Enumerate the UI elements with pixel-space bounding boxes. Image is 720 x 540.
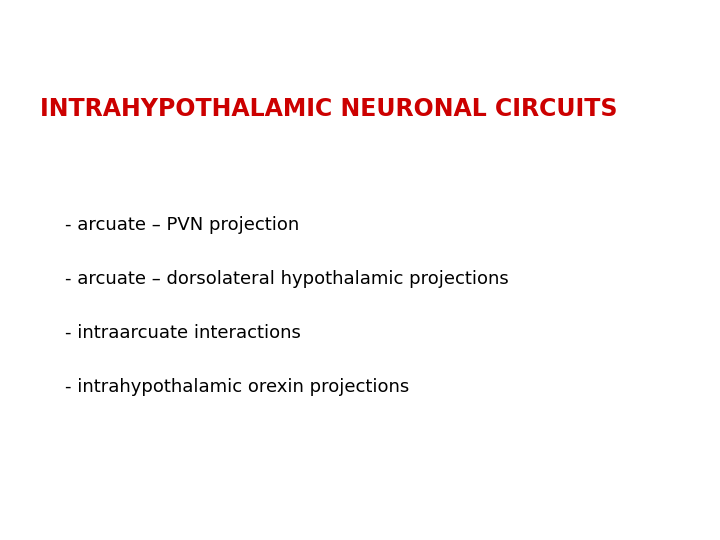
Text: INTRAHYPOTHALAMIC NEURONAL CIRCUITS: INTRAHYPOTHALAMIC NEURONAL CIRCUITS: [40, 97, 617, 121]
Text: - arcuate – PVN projection: - arcuate – PVN projection: [65, 216, 299, 234]
Text: - arcuate – dorsolateral hypothalamic projections: - arcuate – dorsolateral hypothalamic pr…: [65, 270, 508, 288]
Text: - intraarcuate interactions: - intraarcuate interactions: [65, 324, 301, 342]
Text: - intrahypothalamic orexin projections: - intrahypothalamic orexin projections: [65, 378, 409, 396]
